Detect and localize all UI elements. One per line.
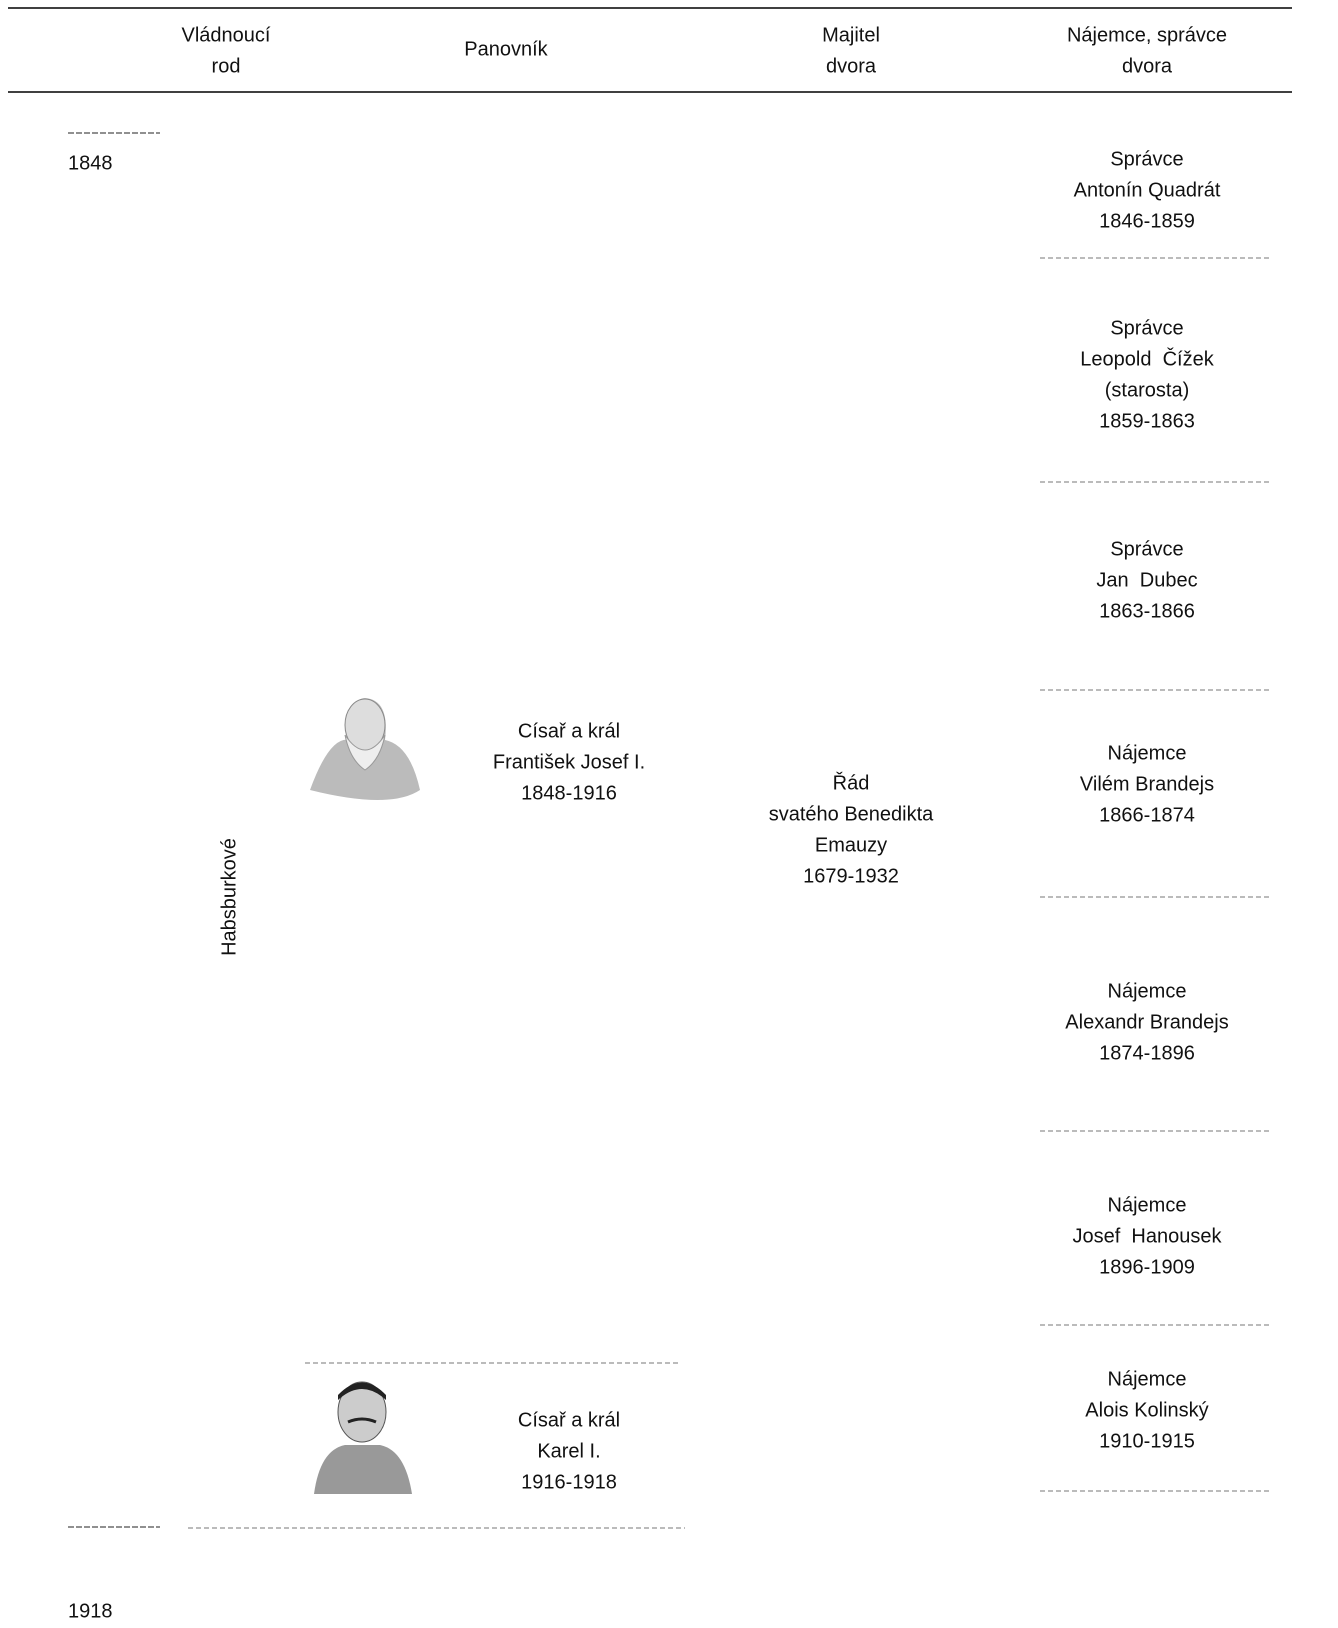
column-header: dvora [1122,55,1173,77]
tenant: Alois Kolinský [1085,1399,1208,1421]
tenant: Antonín Quadrát [1074,179,1221,201]
owner: Řád [833,771,870,794]
tenant: Jan Dubec [1096,569,1197,591]
column-header: dvora [826,55,877,77]
tenant: 1859-1863 [1099,410,1195,432]
ruler: Císař a král [518,1409,620,1431]
ruler: Karel I. [537,1440,600,1462]
tenant: 1874-1896 [1099,1042,1195,1064]
column-header: rod [212,55,241,77]
tenant: 1846-1859 [1099,210,1195,232]
tenant: Nájemce [1108,742,1187,764]
column-header: Majitel [822,24,880,46]
tenant: Leopold Čížek [1080,347,1214,370]
ruler: 1916-1918 [521,1471,617,1493]
tenant: 1896-1909 [1099,1256,1195,1278]
ruler: 1848-1916 [521,782,617,804]
owner: Emauzy [815,834,887,856]
tenant: Nájemce [1108,1194,1187,1216]
column-header: Vládnoucí [182,24,271,46]
tenant: (starosta) [1105,379,1189,401]
tenant: 1866-1874 [1099,804,1195,826]
portrait [314,1381,412,1494]
ruler: František Josef I. [493,751,645,773]
tenant: 1863-1866 [1099,600,1195,622]
year-end: 1918 [68,1600,113,1622]
tenant: Nájemce [1108,1368,1187,1390]
owner: svatého Benedikta [769,803,934,825]
dynasty: Habsburkové [218,838,240,956]
tenant: Správce [1110,148,1183,170]
tenant: Vilém Brandejs [1080,773,1214,795]
tenant: Nájemce [1108,980,1187,1002]
owner: 1679-1932 [803,865,899,887]
tenant: Správce [1110,538,1183,560]
portrait [310,698,420,800]
ruler: Císař a král [518,720,620,742]
column-header: Nájemce, správce [1067,24,1227,46]
tenant: 1910-1915 [1099,1430,1195,1452]
year-start: 1848 [68,152,113,174]
tenant: Správce [1110,317,1183,339]
tenant: Josef Hanousek [1073,1225,1223,1247]
tenant: Alexandr Brandejs [1065,1011,1228,1033]
column-header: Panovník [464,38,548,60]
